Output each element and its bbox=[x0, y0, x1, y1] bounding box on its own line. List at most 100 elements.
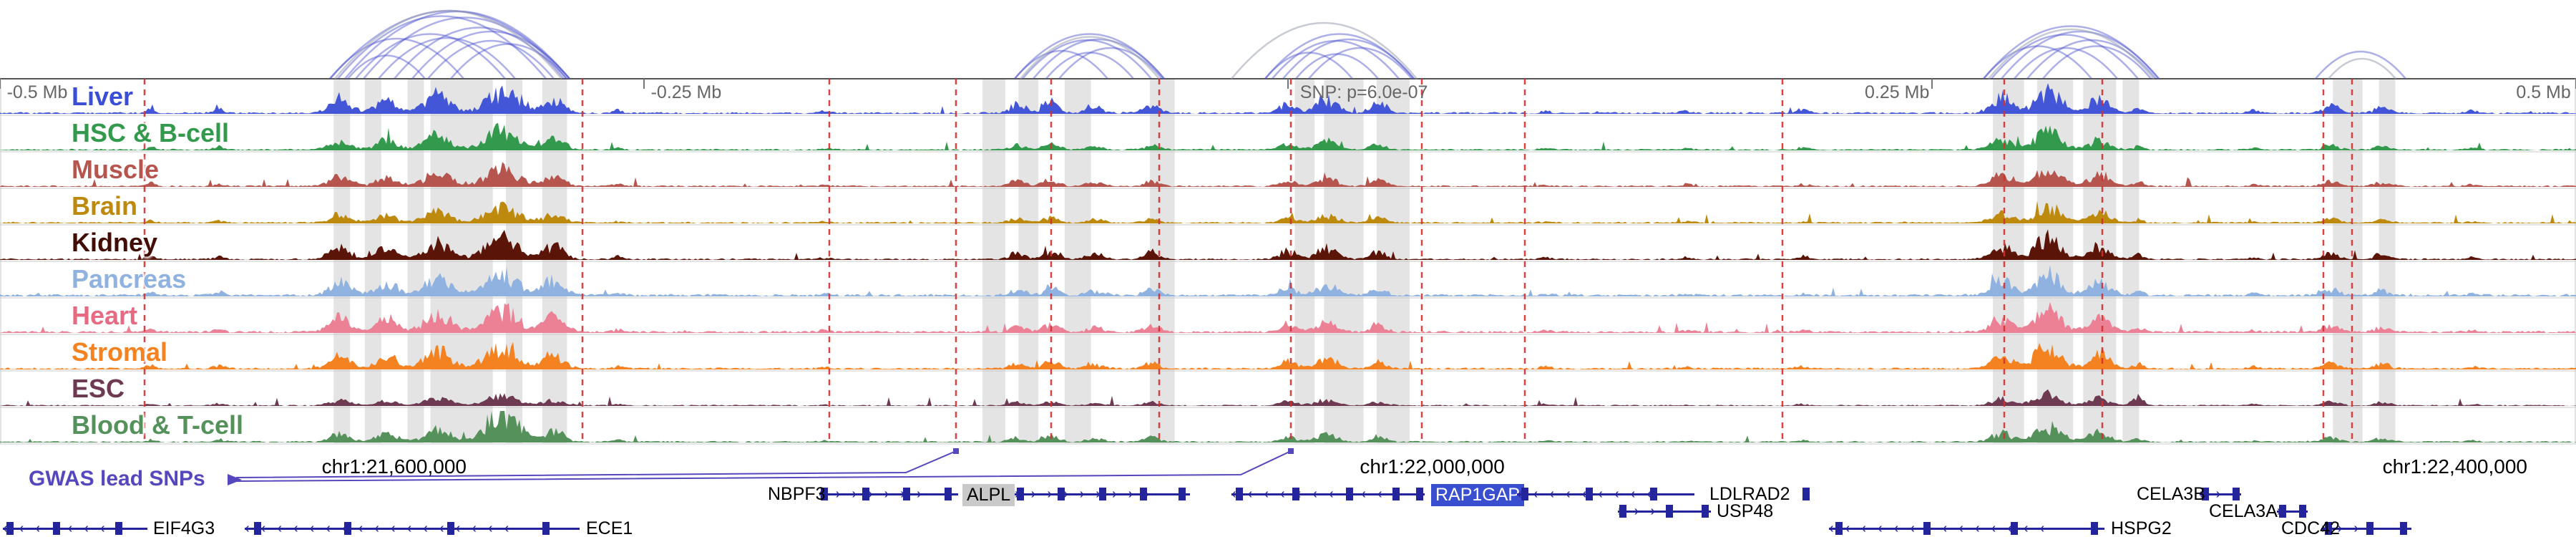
track-label-muscle[interactable]: Muscle bbox=[72, 155, 160, 184]
gene-exon-rap1gap bbox=[1416, 488, 1423, 500]
interaction-arc[interactable] bbox=[1045, 52, 1134, 79]
signal-track-pancreas[interactable] bbox=[0, 265, 2576, 296]
interaction-arc[interactable] bbox=[1014, 33, 1165, 79]
interaction-arc[interactable] bbox=[329, 37, 464, 79]
gene-strand-arrows-rap1gap: ‹‹‹‹‹‹‹‹‹‹ bbox=[1231, 486, 1394, 502]
gene-strand-arrows-ldlrad2: ‹‹‹‹‹‹‹‹‹ bbox=[1517, 485, 1694, 503]
interaction-arc[interactable] bbox=[1308, 47, 1413, 79]
interaction-arc[interactable] bbox=[337, 15, 547, 79]
interaction-arc[interactable] bbox=[411, 30, 570, 79]
gene-label-cela3a[interactable]: CELA3A bbox=[2209, 501, 2278, 521]
gene-body-hspg2[interactable] bbox=[1829, 528, 2104, 530]
interaction-arc[interactable] bbox=[1983, 25, 2160, 79]
interaction-arc[interactable] bbox=[355, 33, 506, 79]
track-label-blood-t-cell[interactable]: Blood & T-cell bbox=[72, 410, 244, 440]
track-label-brain[interactable]: Brain bbox=[72, 191, 138, 221]
gene-exon-cela3b bbox=[2233, 488, 2240, 500]
interaction-arc[interactable] bbox=[427, 39, 555, 79]
signal-track-brain[interactable] bbox=[0, 200, 2576, 224]
interaction-arc[interactable] bbox=[363, 16, 567, 79]
interaction-arc[interactable] bbox=[1988, 28, 2155, 79]
signal-track-esc[interactable] bbox=[0, 389, 2576, 406]
gene-exon-alpl bbox=[1140, 488, 1147, 500]
interaction-arc[interactable] bbox=[2328, 57, 2396, 79]
track-label-kidney[interactable]: Kidney bbox=[72, 228, 158, 257]
track-label-stromal[interactable]: Stromal bbox=[72, 337, 168, 367]
gene-label-hspg2[interactable]: HSPG2 bbox=[2111, 518, 2172, 537]
gene-exon-cela3b bbox=[2202, 488, 2209, 500]
gene-exon-eif4g3 bbox=[6, 522, 14, 535]
interaction-arc[interactable] bbox=[2042, 45, 2152, 79]
gene-strand-arrows-usp48: ›››› bbox=[1618, 503, 1683, 519]
interaction-arc[interactable] bbox=[1983, 45, 2092, 79]
interaction-arc[interactable] bbox=[1058, 47, 1163, 79]
gene-exon-ldlrad2 bbox=[1650, 488, 1657, 500]
interaction-arc[interactable] bbox=[1282, 38, 1415, 79]
gene-label-ldlrad2[interactable]: LDLRAD2 bbox=[1709, 484, 1790, 504]
gene-body-ece1[interactable] bbox=[245, 528, 580, 530]
gene-label-ece1[interactable]: ECE1 bbox=[586, 518, 633, 537]
interaction-arc[interactable] bbox=[394, 26, 565, 79]
signal-track-stromal[interactable] bbox=[0, 342, 2576, 369]
interaction-arc[interactable] bbox=[334, 9, 562, 79]
signal-track-blood-t-cell[interactable] bbox=[0, 411, 2576, 442]
track-label-hsc-b-cell[interactable]: HSC & B-cell bbox=[72, 118, 230, 147]
signal-track-liver[interactable] bbox=[0, 83, 2576, 114]
gene-body-cela3b[interactable] bbox=[2200, 493, 2241, 495]
gene-body-rap1gap[interactable] bbox=[1231, 493, 1425, 495]
gene-label-cdc42[interactable]: CDC42 bbox=[2281, 518, 2340, 537]
track-label-liver[interactable]: Liver bbox=[72, 82, 134, 111]
gene-label-nbpf3[interactable]: NBPF3 bbox=[768, 484, 826, 504]
interaction-arc[interactable] bbox=[1033, 38, 1165, 79]
interaction-arc[interactable] bbox=[347, 54, 426, 79]
interaction-arc[interactable] bbox=[1264, 52, 1353, 79]
gene-exon-alpl bbox=[1017, 488, 1024, 500]
coordinate-label-chr1-22-000-000: chr1:22,000,000 bbox=[1360, 455, 1505, 478]
gene-label-cela3b[interactable]: CELA3B bbox=[2137, 484, 2205, 504]
gwas-snp-marker[interactable] bbox=[1288, 448, 1294, 454]
interaction-arc[interactable] bbox=[1231, 21, 1418, 79]
gene-exon-alpl bbox=[1099, 488, 1106, 500]
interaction-arc[interactable] bbox=[2315, 50, 2406, 79]
gene-exon-cdc42 bbox=[2400, 522, 2407, 535]
gene-exon-alpl bbox=[1179, 488, 1186, 500]
gene-strand-arrows-nbpf3: ››››››› bbox=[819, 486, 933, 502]
track-label-heart[interactable]: Heart bbox=[72, 301, 138, 330]
gene-body-nbpf3[interactable] bbox=[819, 493, 958, 495]
interaction-arc[interactable] bbox=[450, 43, 567, 79]
interaction-arc[interactable] bbox=[2001, 30, 2160, 79]
gene-body-usp48[interactable] bbox=[1618, 511, 1711, 513]
gene-label-usp48[interactable]: USP48 bbox=[1717, 501, 1774, 521]
track-label-pancreas[interactable]: Pancreas bbox=[72, 264, 187, 294]
gene-exon-usp48 bbox=[1666, 505, 1673, 518]
ruler-label-0-25-mb: 0.25 Mb bbox=[1865, 82, 1930, 102]
interaction-arc[interactable] bbox=[1022, 39, 1152, 79]
gene-exon-nbpf3 bbox=[945, 488, 952, 500]
gene-exon-rap1gap bbox=[1292, 488, 1299, 500]
gwas-leader-line bbox=[235, 450, 1292, 482]
gene-body-eif4g3[interactable] bbox=[3, 528, 147, 530]
interaction-arc[interactable] bbox=[1020, 36, 1160, 79]
gene-label-alpl[interactable]: ALPL bbox=[962, 484, 1015, 506]
gene-label-rap1gap[interactable]: RAP1GAP bbox=[1431, 484, 1525, 506]
interaction-arc[interactable] bbox=[1014, 49, 1108, 79]
gene-strand-arrows-alpl: ››››››››› bbox=[1015, 486, 1161, 502]
gwas-snp-marker[interactable] bbox=[953, 448, 959, 454]
gene-body-ldlrad2[interactable] bbox=[1517, 493, 1694, 495]
interaction-arc[interactable] bbox=[1295, 53, 1379, 79]
signal-track-heart[interactable] bbox=[0, 301, 2576, 333]
interaction-arc[interactable] bbox=[1264, 33, 1415, 79]
gene-body-cela3a[interactable] bbox=[2277, 511, 2308, 513]
interaction-arc[interactable] bbox=[1991, 34, 2139, 79]
signal-track-muscle[interactable] bbox=[0, 162, 2576, 187]
interaction-arc[interactable] bbox=[2026, 39, 2157, 79]
interaction-arc[interactable] bbox=[2014, 47, 2118, 79]
signal-track-kidney[interactable] bbox=[0, 229, 2576, 260]
track-label-esc[interactable]: ESC bbox=[72, 374, 125, 403]
gene-label-eif4g3[interactable]: EIF4G3 bbox=[153, 518, 215, 537]
interaction-arc[interactable] bbox=[378, 37, 516, 79]
interaction-arc[interactable] bbox=[1272, 39, 1400, 79]
